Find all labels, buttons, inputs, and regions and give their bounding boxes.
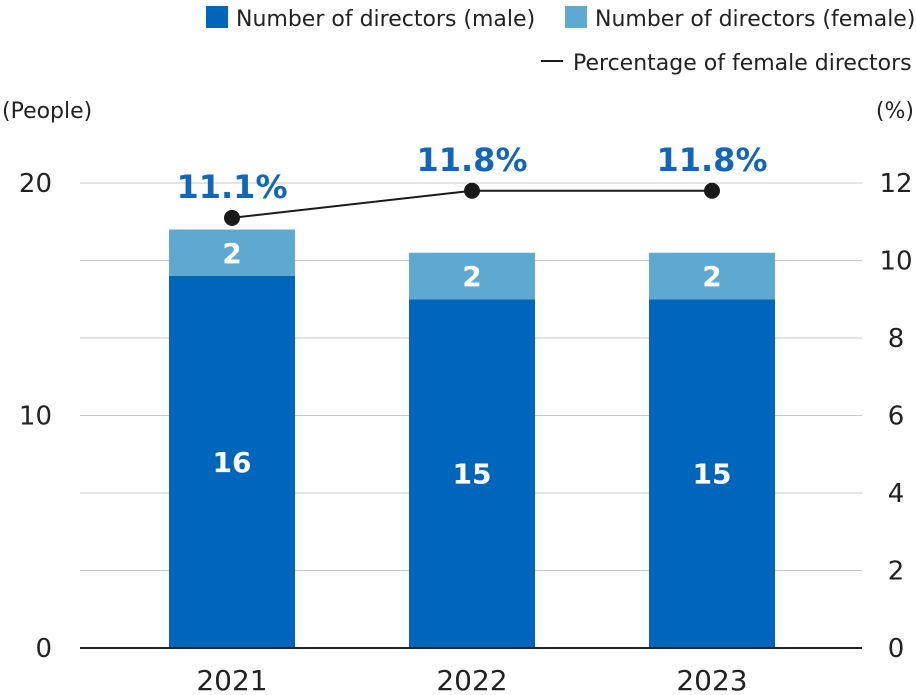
right-tick-label: 0 (888, 634, 905, 664)
percentage-point-2023 (704, 182, 720, 199)
bar-label-male-2021: 16 (213, 446, 252, 479)
x-axis-labels: 2021 2022 2023 (196, 664, 747, 695)
percentage-label-2023: 11.8% (656, 141, 767, 179)
right-tick-label: 6 (888, 402, 905, 432)
x-tick-label-2021: 2021 (196, 664, 267, 695)
left-tick-label: 10 (19, 402, 52, 432)
bar-female-2023 (649, 252, 775, 300)
bar-male-2022 (409, 299, 535, 648)
percentage-line: 11.1% 11.8% 11.8% (176, 141, 768, 226)
bar-label-female-2023: 2 (702, 260, 721, 293)
legend-label-female: Number of directors (female) (595, 7, 915, 32)
bars: 16 2 15 2 15 2 (169, 229, 775, 648)
percentage-label-2022: 11.8% (416, 141, 527, 179)
bar-male-2021 (169, 276, 295, 648)
legend-swatch-male (206, 6, 228, 28)
right-tick-label: 8 (888, 324, 905, 354)
bar-male-2023 (649, 299, 775, 648)
x-tick-label-2023: 2023 (676, 664, 747, 695)
legend: Number of directors (male) Number of dir… (206, 6, 915, 76)
percentage-point-2022 (464, 182, 480, 199)
bar-female-2022 (409, 252, 535, 300)
percentage-point-2021 (224, 209, 240, 226)
left-axis-unit: (People) (2, 99, 92, 124)
right-tick-label: 2 (888, 557, 905, 587)
left-tick-label: 0 (35, 634, 52, 664)
bar-label-female-2021: 2 (222, 237, 241, 270)
left-axis-ticks: 0 10 20 (19, 169, 52, 664)
bar-label-female-2022: 2 (462, 260, 481, 293)
bar-label-male-2023: 15 (693, 458, 732, 491)
right-tick-label: 4 (888, 479, 905, 509)
right-axis-unit: (%) (876, 99, 914, 124)
right-tick-label: 12 (879, 169, 912, 199)
legend-label-line: Percentage of female directors (573, 51, 912, 76)
legend-label-male: Number of directors (male) (236, 7, 535, 32)
right-axis-ticks: 0 2 4 6 8 10 12 (879, 169, 912, 664)
x-tick-label-2022: 2022 (436, 664, 507, 695)
percentage-label-2021: 11.1% (176, 168, 287, 206)
bar-label-male-2022: 15 (453, 458, 492, 491)
bar-female-2021 (169, 229, 295, 276)
legend-swatch-female (565, 6, 587, 28)
right-tick-label: 10 (879, 247, 912, 277)
left-tick-label: 20 (19, 169, 52, 199)
